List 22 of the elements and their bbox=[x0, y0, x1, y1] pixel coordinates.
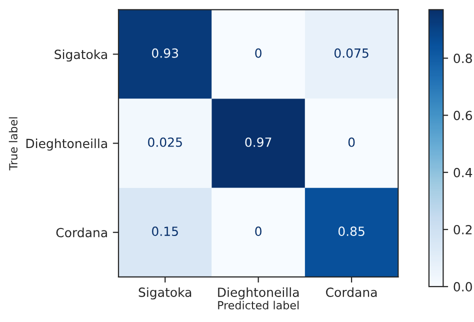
x-tick-label: Cordana bbox=[326, 287, 377, 298]
data-label: 0 bbox=[348, 137, 355, 147]
color-bar-label: 0.8 bbox=[454, 54, 472, 64]
data-label: 0.85 bbox=[338, 226, 364, 236]
x-tick-label: Dieghtoneilla bbox=[218, 287, 299, 300]
y-tick-label: Sigatoka bbox=[54, 49, 107, 62]
y-tick-label: Cordana bbox=[56, 228, 107, 238]
data-label: 0.075 bbox=[334, 48, 368, 58]
y-axis-title: True label bbox=[8, 117, 18, 170]
data-label: 0.97 bbox=[245, 137, 272, 147]
color-bar-label: 0.0 bbox=[454, 282, 472, 292]
data-label: 0.15 bbox=[152, 226, 178, 236]
data-label: 0 bbox=[255, 48, 262, 58]
data-label: 0.93 bbox=[152, 48, 178, 58]
x-tick-label: Sigatoka bbox=[138, 287, 192, 300]
y-tick-label: Dieghtoneilla bbox=[26, 138, 107, 151]
data-label: 0 bbox=[255, 226, 262, 236]
data-label: 0.025 bbox=[148, 137, 182, 147]
color-bar-label: 0.6 bbox=[454, 110, 472, 120]
color-bar-label: 0.2 bbox=[454, 224, 472, 234]
color-bar-label: 0.4 bbox=[454, 168, 472, 178]
x-axis-title: Predicted label bbox=[218, 300, 299, 310]
